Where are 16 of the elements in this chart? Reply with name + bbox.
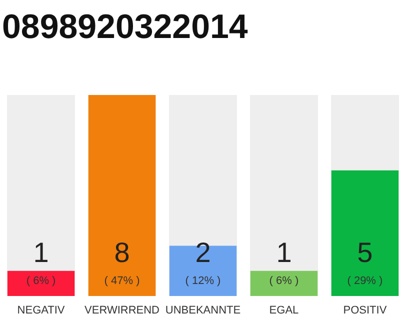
x-tick-label: EGAL [269, 304, 299, 316]
annotation: ( 29% ) [347, 275, 383, 287]
x-tick-label: POSITIV [343, 304, 388, 316]
annotation: ( 6% ) [26, 275, 56, 287]
annotation: ( 6% ) [269, 275, 299, 287]
x-tick-label: UNBEKANNTE [165, 304, 241, 316]
chart-title: 0898920322014 [2, 8, 248, 46]
annotation: ( 47% ) [104, 275, 140, 287]
data-label: 2 [195, 237, 211, 268]
data-label: 1 [276, 237, 292, 268]
x-tick-label: VERWIRREND [84, 304, 160, 316]
data-label: 5 [357, 237, 373, 268]
data-label: 1 [33, 237, 49, 268]
annotation: ( 12% ) [185, 275, 221, 287]
x-tick-label: NEGATIV [17, 304, 66, 316]
data-label: 8 [114, 237, 130, 268]
